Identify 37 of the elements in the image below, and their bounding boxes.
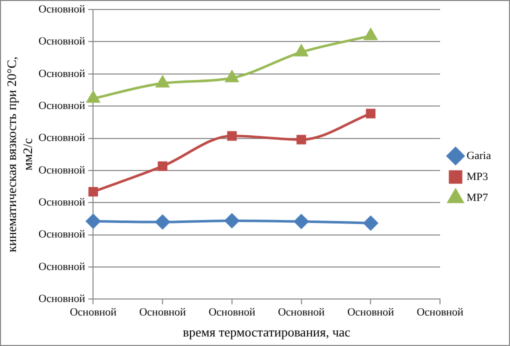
legend-label: MP3 [466, 170, 488, 183]
point [156, 76, 170, 88]
legend-label: MP7 [466, 192, 488, 204]
point [86, 91, 100, 103]
text: Основной [38, 36, 86, 48]
text: Основной [38, 100, 86, 112]
point [86, 214, 100, 228]
point [363, 216, 378, 230]
text: Основной [38, 260, 86, 273]
point [88, 186, 98, 197]
text: кинематическая вязкость при 20°С, [4, 56, 20, 252]
point [366, 108, 376, 118]
point [224, 213, 240, 228]
point [227, 131, 237, 141]
text: Основной [38, 293, 86, 306]
point [226, 70, 238, 82]
x-tick-label: Основной [278, 306, 325, 319]
text: Основной [38, 164, 86, 176]
text: Основной [38, 228, 86, 241]
point [158, 161, 168, 171]
text: Основной [38, 68, 86, 80]
text: мм2/с [20, 138, 35, 171]
point [364, 28, 378, 40]
point [296, 134, 306, 144]
point [294, 214, 309, 229]
point [155, 214, 170, 230]
legend-label: Garia [466, 150, 492, 162]
text: Основной [38, 132, 86, 144]
x-tick-label: Основной [70, 306, 117, 319]
x-tick-label: Основной [208, 306, 256, 319]
x-axis-title: время термостатирования, час [182, 324, 351, 340]
point [294, 44, 308, 56]
text: Основной [38, 196, 86, 209]
x-tick-label: Основной [347, 306, 394, 319]
x-tick-label: Основной [139, 306, 186, 319]
text: Основной [38, 3, 86, 16]
x-tick-label: Основной [416, 306, 464, 319]
